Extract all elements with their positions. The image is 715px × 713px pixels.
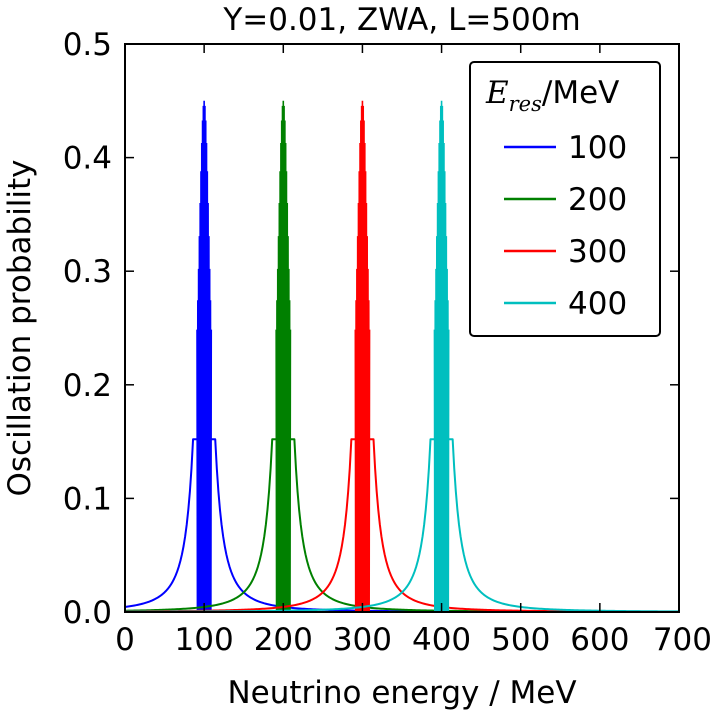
legend-box [469,61,661,337]
series-oscillation-300 [354,100,371,613]
x-tick-label-400: 400 [412,622,471,658]
y-tick-label-0.3: 0.3 [63,254,112,290]
series-oscillation-200 [275,100,292,613]
x-tick-labels: 0 100 200 300 400 500 600 700 [115,622,712,658]
x-axis-label: Neutrino energy / MeV [227,675,576,711]
x-tick-label-700: 700 [653,622,712,658]
y-tick-label-0.1: 0.1 [63,481,112,517]
series-oscillation-100 [196,100,213,613]
legend-label-200: 200 [568,182,627,218]
legend-label-400: 400 [568,286,627,322]
legend: Eres/MeV 100 200 300 400 [469,61,661,337]
legend-title: Eres/MeV [485,75,619,116]
y-tick-label-0.5: 0.5 [63,27,112,63]
x-tick-label-500: 500 [491,622,550,658]
legend-label-300: 300 [568,234,627,270]
x-tick-label-100: 100 [175,622,234,658]
y-tick-labels: 0.0 0.1 0.2 0.3 0.4 0.5 [63,27,112,631]
y-tick-label-0.2: 0.2 [63,368,112,404]
series-oscillation-400 [433,100,450,613]
y-tick-label-0.4: 0.4 [63,141,112,177]
x-tick-label-200: 200 [254,622,313,658]
x-tick-label-300: 300 [333,622,392,658]
y-tick-label-0.0: 0.0 [63,595,112,631]
x-tick-label-0: 0 [115,622,135,658]
y-axis-label: Oscillation probability [2,159,38,496]
chart-title: Y=0.01, ZWA, L=500m [222,2,580,38]
x-tick-label-600: 600 [570,622,629,658]
plot-frame [124,43,680,613]
legend-label-100: 100 [568,130,627,166]
